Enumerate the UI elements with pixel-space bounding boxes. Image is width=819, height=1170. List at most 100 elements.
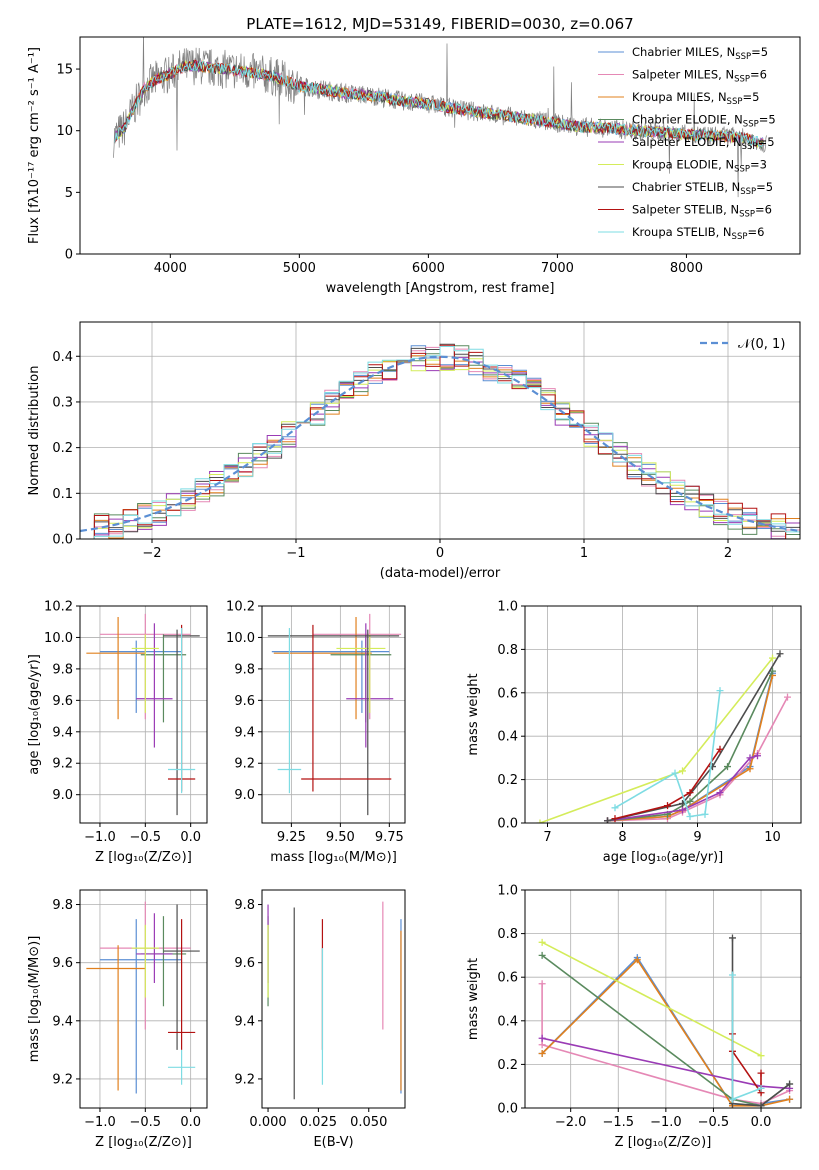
x-tick-label: 4000: [154, 261, 187, 276]
legend-label: 𝒩(0, 1): [738, 337, 785, 352]
age-vs-mass-panel: 9.25 9.50 9.75 9.0 9.2 9.4 9.6 9.8 10.0 10.2 mass …: [226, 600, 406, 865]
figure-title: PLATE=1612, MJD=53149, FIBERID=0030, z=0…: [246, 15, 633, 33]
mass-weight-point: [786, 1080, 794, 1088]
x-tick-label: 6000: [412, 261, 445, 276]
residual-histogram-panel: −2 −1 0 1 2 0.0 0.1 0.2 0.3 0.4 (data-model)/error…: [27, 321, 801, 581]
x-tick-label: 2: [724, 546, 732, 561]
legend-label: Kroupa ELODIE, NSSP=3: [632, 158, 767, 175]
plot-frame: [524, 889, 802, 1109]
mass-weight-point: [716, 687, 724, 695]
mass-weight-point: [757, 1084, 765, 1092]
x-tick-label: 1: [580, 546, 588, 561]
legend-label: Kroupa MILES, NSSP=5: [632, 90, 759, 107]
mass-weight-line: [607, 653, 781, 822]
x-tick-label: −0.5: [130, 1115, 162, 1130]
weight-series: [536, 650, 791, 823]
x-tick-label: 9: [693, 830, 701, 845]
mass-weight-point: [611, 815, 619, 823]
y-axis-label: Normed distribution: [27, 366, 42, 496]
x-axis-label: Z [log₁₀(Z/Z⊙)]: [615, 1135, 712, 1150]
y-tick-label: 9.2: [52, 1072, 73, 1087]
mass-weight-line: [541, 941, 762, 1057]
spectrum-panel: 4000 5000 6000 7000 8000 0 5 10 15 wavelength [An…: [27, 36, 801, 296]
x-axis-label: age [log₁₀(age/yr)]: [603, 850, 724, 865]
x-tick-label: 0.0: [180, 1115, 201, 1130]
mass-weight-line: [539, 657, 774, 823]
x-tick-label: 7: [543, 830, 551, 845]
y-tick-label: 9.6: [52, 694, 73, 709]
y-tick-label: 0.1: [52, 487, 73, 502]
mass-weight-point: [757, 1069, 765, 1077]
mass-weight-point: [679, 767, 686, 775]
mass-weight-point: [746, 754, 754, 762]
y-tick-label: 9.0: [52, 788, 73, 803]
mass-weight-vs-age-panel: 7 8 9 10 0.0 0.2 0.4 0.6 0.8 1.0 age [log₁₀(age/yr…: [466, 600, 802, 865]
normal-reference-curve: [80, 355, 800, 533]
y-tick-label: 9.8: [234, 898, 255, 913]
x-axis-label: Z [log₁₀(Z/Z⊙)]: [95, 850, 192, 865]
mass-weight-point: [686, 812, 694, 820]
x-axis-label: wavelength [Angstrom, rest frame]: [326, 281, 555, 296]
x-tick-label: −1.0: [84, 830, 116, 845]
x-axis-label: mass [log₁₀(M/M⊙)]: [270, 850, 397, 865]
y-tick-label: 15: [56, 63, 73, 78]
mass-weight-vs-metallicity-panel: −2.0 −1.5 −1.0 −0.5 0.0 0.0 0.2 0.4 0.6 0.8 1.0 Z […: [466, 884, 802, 1150]
mass-weight-point: [701, 810, 709, 818]
y-tick-label: 9.6: [234, 694, 255, 709]
spectrum-lines: [113, 37, 767, 198]
x-tick-label: 7000: [541, 261, 574, 276]
x-tick-label: 9.50: [326, 830, 355, 845]
x-tick-label: 9.75: [375, 830, 404, 845]
histogram-lines: [80, 343, 800, 539]
y-tick-label: 0.2: [497, 1058, 518, 1073]
y-tick-label: 0.0: [497, 1102, 518, 1117]
plot-frame: [261, 889, 406, 1109]
x-tick-label: 0.0: [751, 1115, 772, 1130]
weight-series: [538, 934, 794, 1108]
mass-weight-point: [686, 797, 694, 805]
y-tick-label: 0: [65, 248, 73, 263]
y-tick-label: 0.2: [497, 773, 518, 788]
mass-weight-point: [538, 1050, 546, 1057]
histogram-step-line: [80, 346, 800, 539]
y-tick-label: 0.0: [52, 533, 73, 548]
mass-weight-point: [757, 1102, 765, 1108]
mass-weight-point: [604, 817, 611, 823]
mass-weight-point: [679, 806, 686, 814]
plot-frame: [79, 889, 208, 1109]
x-tick-label: −2.0: [555, 1115, 587, 1130]
x-tick-label: −0.5: [130, 830, 162, 845]
y-tick-label: 5: [65, 186, 73, 201]
x-axis-label: (data-model)/error: [380, 566, 501, 581]
y-tick-label: 9.4: [52, 725, 73, 740]
legend-label: Chabrier STELIB, NSSP=5: [632, 180, 773, 197]
x-tick-label: −1: [286, 546, 305, 561]
x-axis-label: E(B-V): [313, 1135, 353, 1150]
y-tick-label: 0.2: [52, 441, 73, 456]
mass-weight-point: [538, 980, 546, 988]
mass-weight-point: [728, 934, 736, 942]
legend-label: Chabrier MILES, NSSP=5: [632, 45, 768, 62]
y-tick-label: 10: [56, 124, 73, 139]
y-axis-label: Flux [fλ10⁻¹⁷ erg cm⁻² s⁻¹ A⁻¹]: [27, 47, 42, 244]
y-axis-label: age [log₁₀(age/yr)]: [27, 654, 42, 775]
mass-weight-point: [728, 1095, 736, 1103]
mass-vs-ebv-panel: 0.000 0.025 0.050 9.2 9.4 9.6 9.8 E(B-V): [234, 889, 406, 1150]
x-axis-label: Z [log₁₀(Z/Z⊙)]: [95, 1135, 192, 1150]
y-tick-label: 9.8: [234, 662, 255, 677]
y-axis-label: mass weight: [466, 958, 481, 1040]
mass-weight-point: [728, 971, 736, 979]
mass-weight-point: [686, 789, 694, 797]
x-tick-label: −0.5: [698, 1115, 730, 1130]
mass-weight-point: [786, 1095, 794, 1103]
y-tick-label: 9.8: [52, 662, 73, 677]
mass-weight-point: [754, 752, 761, 760]
mass-weight-point: [611, 804, 619, 812]
mass-weight-point: [769, 654, 776, 662]
y-tick-label: 9.8: [52, 898, 73, 913]
mass-weight-line: [607, 696, 789, 822]
y-axis-label: mass weight: [466, 673, 481, 755]
y-axis-label: mass [log₁₀(M/M⊙)]: [27, 936, 42, 1063]
age-vs-metallicity-panel: −1.0 −0.5 0.0 9.0 9.2 9.4 9.6 9.8 10.0 10.2 Z [log…: [27, 600, 208, 865]
